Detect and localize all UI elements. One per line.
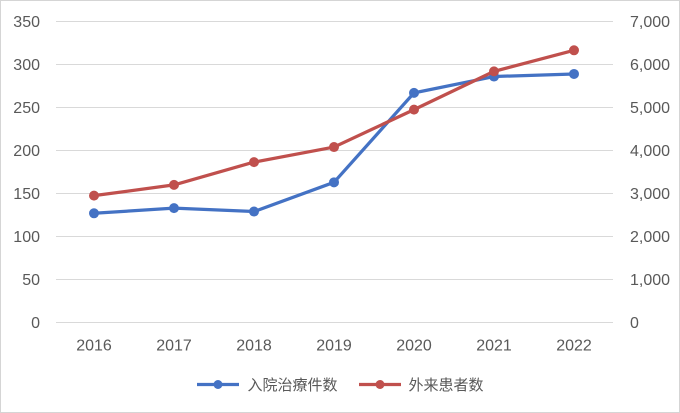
y-axis-right-tick-label: 2,000: [630, 229, 670, 246]
data-point-marker: [169, 179, 179, 190]
data-point-marker: [489, 66, 499, 77]
data-point-marker: [249, 157, 259, 168]
y-axis-left-tick-label: 150: [13, 186, 40, 203]
legend-marker-blue: [213, 379, 223, 389]
x-axis-tick-label: 2017: [156, 338, 192, 355]
y-axis-left-tick-label: 0: [31, 315, 40, 332]
y-axis-left-tick-label: 300: [13, 57, 40, 74]
y-axis-left-tick-label: 350: [13, 14, 40, 31]
data-point-marker: [409, 87, 419, 98]
y-axis-left-tick-label: 100: [13, 229, 40, 246]
x-axis-tick-label: 2020: [396, 338, 432, 355]
legend-marker-red: [375, 379, 384, 389]
y-axis-right-tick-label: 4,000: [630, 143, 670, 160]
y-axis-right-tick-label: 3,000: [630, 186, 670, 203]
y-axis-right-tick-label: 7,000: [630, 14, 670, 31]
y-axis-right-tick-label: 1,000: [630, 272, 670, 289]
legend-line-marker-blue-icon: [197, 379, 240, 389]
legend-label-inpatient-cases: 入院治療件数: [247, 376, 338, 394]
data-point-marker: [329, 177, 339, 188]
y-axis-left-tick-label: 250: [13, 100, 40, 117]
data-point-marker: [329, 142, 339, 153]
data-point-marker: [89, 190, 99, 201]
y-axis-left-tick-label: 50: [22, 272, 40, 289]
legend-line-marker-red-icon: [358, 379, 401, 389]
legend-item-inpatient-cases: 入院治療件数: [196, 374, 338, 395]
y-axis-right-tick-label: 5,000: [630, 100, 670, 117]
x-axis-tick-label: 2016: [76, 338, 112, 355]
x-axis-tick-label: 2021: [476, 338, 512, 355]
chart-legend: 入院治療件数 外来患者数: [1, 372, 679, 396]
legend-item-outpatient-count: 外来患者数: [358, 374, 484, 395]
x-axis-tick-label: 2022: [556, 338, 592, 355]
data-point-marker: [169, 203, 179, 214]
data-point-marker: [569, 45, 579, 56]
data-point-marker: [249, 206, 259, 217]
series-line-1: [92, 48, 576, 198]
data-point-marker: [409, 104, 419, 115]
x-axis-tick-label: 2018: [236, 338, 272, 355]
y-axis-left-tick-label: 200: [13, 143, 40, 160]
x-axis-tick-label: 2019: [316, 338, 352, 355]
data-point-marker: [569, 68, 579, 79]
y-axis-right-tick-label: 6,000: [630, 57, 670, 74]
data-point-marker: [89, 208, 99, 219]
legend-label-outpatient-count: 外来患者数: [408, 376, 484, 394]
y-axis-right-tick-label: 0: [630, 315, 639, 332]
